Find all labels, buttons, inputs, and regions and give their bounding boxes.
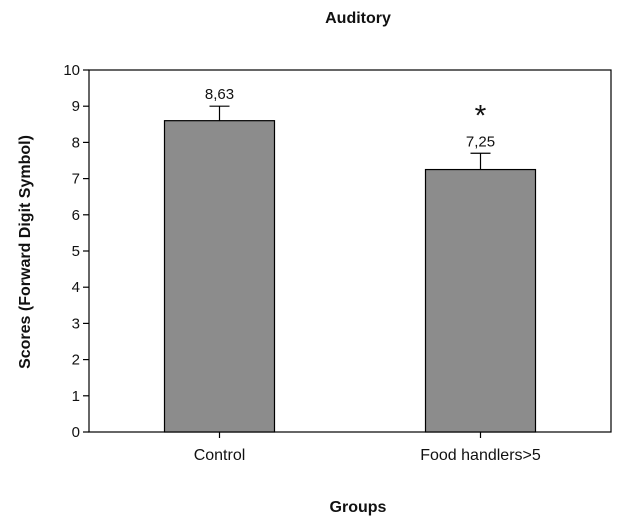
y-tick-label: 9: [72, 98, 80, 115]
y-tick-label: 7: [72, 171, 80, 188]
y-tick-label: 2: [72, 352, 80, 369]
y-tick-label: 3: [72, 315, 80, 332]
plot-area: 0 1 2 3 4 5 6 7 8 9 10 Control 8,63 Food handlers>5 7,…: [63, 62, 612, 464]
data-label: 8,63: [205, 86, 234, 103]
data-label: 7,25: [466, 133, 495, 150]
x-tick-label: Food handlers>5: [420, 447, 541, 464]
bar: [424, 168, 537, 433]
significance-marker: *: [475, 99, 487, 132]
y-tick-label: 0: [72, 424, 80, 441]
y-tick-label: 10: [63, 62, 80, 79]
y-tick-label: 5: [72, 243, 80, 260]
y-tick-label: 8: [72, 134, 80, 151]
y-tick-label: 6: [72, 207, 80, 224]
x-tick-label: Control: [194, 447, 246, 464]
y-axis-label: Scores (Forward Digit Symbol): [17, 135, 34, 369]
y-tick-label: 1: [72, 388, 80, 405]
bar: [163, 120, 276, 433]
chart-title: Auditory: [325, 10, 391, 27]
x-axis-label: Groups: [330, 499, 387, 516]
y-tick-label: 4: [72, 279, 80, 296]
